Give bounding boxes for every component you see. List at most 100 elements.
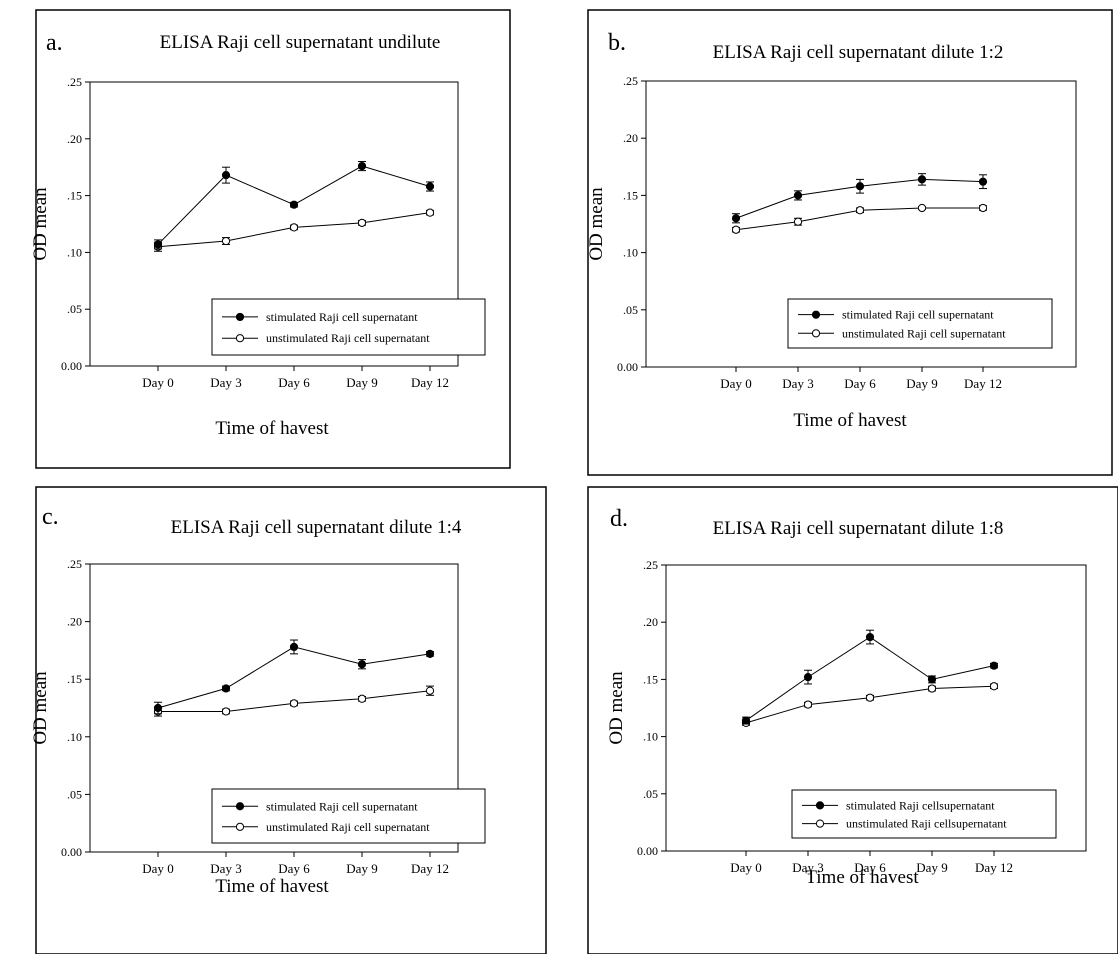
y-tick-label: .20: [623, 131, 638, 145]
legend-box: [787, 298, 1053, 349]
plot-area: [89, 563, 459, 853]
x-tick-label: Day 3: [782, 376, 813, 391]
legend-marker-unstimulated: [235, 334, 245, 343]
stimulated-point: [731, 214, 741, 223]
unstimulated-point: [357, 694, 367, 703]
y-axis-label: OD mean: [30, 187, 51, 261]
legend-marker-unstimulated: [235, 822, 245, 831]
unstimulated-point: [425, 208, 435, 217]
x-tick-label: Day 6: [844, 376, 876, 391]
stimulated-point: [917, 175, 927, 184]
x-tick-label: Day 12: [411, 861, 449, 876]
x-tick-label: Day 6: [278, 861, 310, 876]
y-tick-label: 0.00: [61, 359, 82, 373]
panel-frame: [35, 9, 511, 469]
x-tick-label: Day 0: [730, 860, 761, 875]
stimulated-point: [289, 200, 299, 209]
legend-label: unstimulated Raji cell supernatant: [266, 331, 430, 345]
panel-label: a.: [46, 30, 63, 56]
unstimulated-point: [221, 236, 231, 246]
unstimulated-point: [865, 693, 875, 702]
panel-label: b.: [608, 30, 626, 56]
x-tick-label: Day 3: [210, 375, 241, 390]
unstimulated-point: [803, 700, 813, 709]
legend-label: unstimulated Raji cell supernatant: [842, 326, 1006, 340]
y-tick-label: .10: [67, 730, 82, 744]
y-tick-label: .25: [67, 75, 82, 89]
chart-panel-a: a. ELISA Raji cell supernatant undilute 0.…: [30, 9, 511, 469]
plot-area: [89, 81, 459, 367]
x-tick-label: Day 9: [906, 376, 937, 391]
unstimulated-point: [357, 218, 367, 227]
legend-label: unstimulated Raji cell supernatant: [266, 820, 430, 834]
unstimulated-point: [793, 217, 803, 226]
y-tick-label: 0.00: [61, 845, 82, 859]
stimulated-point: [978, 177, 988, 186]
panel-label: d.: [610, 506, 628, 532]
stimulated-point: [289, 642, 299, 652]
stimulated-point: [803, 673, 813, 682]
y-tick-label: .15: [643, 672, 658, 686]
legend-box: [211, 788, 486, 844]
x-tick-label: Day 6: [278, 375, 310, 390]
stimulated-point: [855, 182, 865, 191]
legend-marker-unstimulated: [811, 329, 821, 338]
y-tick-label: .15: [623, 188, 638, 202]
legend-marker-stimulated: [811, 310, 821, 319]
unstimulated-point: [989, 682, 999, 691]
legend-marker-stimulated: [235, 802, 245, 811]
stimulated-point: [741, 716, 751, 725]
stimulated-point: [989, 661, 999, 670]
x-tick-label: Day 12: [964, 376, 1002, 391]
panel-label: c.: [42, 504, 59, 530]
legend-marker-unstimulated: [815, 819, 825, 828]
stimulated-point: [927, 675, 937, 684]
chart-title: ELISA Raji cell supernatant dilute 1:4: [171, 517, 462, 538]
y-tick-label: .10: [67, 245, 82, 259]
y-tick-label: .20: [643, 615, 658, 629]
x-axis-label: Time of havest: [793, 410, 907, 431]
x-tick-label: Day 0: [142, 375, 173, 390]
x-tick-label: Day 12: [411, 375, 449, 390]
unstimulated-point: [289, 699, 299, 708]
chart-title: ELISA Raji cell supernatant undilute: [160, 32, 441, 53]
y-tick-label: .20: [67, 615, 82, 629]
panel-frame: [587, 9, 1113, 476]
x-axis-label: Time of havest: [215, 876, 329, 897]
unstimulated-point: [425, 686, 435, 695]
y-axis-label: OD mean: [586, 187, 607, 261]
plot-area: [665, 564, 1087, 852]
legend-box: [211, 298, 486, 356]
legend-box: [791, 789, 1057, 839]
x-tick-label: Day 9: [346, 861, 377, 876]
y-tick-label: .05: [67, 787, 82, 801]
x-axis-label: Time of havest: [215, 418, 329, 439]
y-tick-label: .05: [643, 787, 658, 801]
stimulated-point: [865, 632, 875, 642]
y-tick-label: .25: [623, 74, 638, 88]
y-tick-label: .05: [67, 302, 82, 316]
stimulated-point: [221, 171, 231, 180]
chart-panel-c: c. ELISA Raji cell supernatant dilute 1:4…: [30, 486, 547, 955]
stimulated-point: [357, 660, 367, 669]
y-tick-label: .10: [643, 730, 658, 744]
y-tick-label: .10: [623, 246, 638, 260]
x-tick-label: Day 6: [854, 860, 886, 875]
y-tick-label: .25: [643, 558, 658, 572]
y-tick-label: .15: [67, 672, 82, 686]
x-tick-label: Day 9: [346, 375, 377, 390]
y-axis-label: OD mean: [30, 671, 51, 745]
x-tick-label: Day 0: [720, 376, 751, 391]
unstimulated-point: [289, 223, 299, 232]
legend-label: stimulated Raji cell supernatant: [842, 308, 994, 322]
y-tick-label: .25: [67, 557, 82, 571]
stimulated-point: [221, 684, 231, 693]
y-tick-label: .20: [67, 132, 82, 146]
chart-title: ELISA Raji cell supernatant dilute 1:2: [713, 42, 1004, 63]
chart-title: ELISA Raji cell supernatant dilute 1:8: [713, 518, 1004, 539]
unstimulated-point: [917, 203, 927, 213]
x-tick-label: Day 12: [975, 860, 1013, 875]
x-tick-label: Day 3: [210, 861, 241, 876]
chart-panel-b: b. ELISA Raji cell supernatant dilute 1:2…: [586, 9, 1113, 476]
